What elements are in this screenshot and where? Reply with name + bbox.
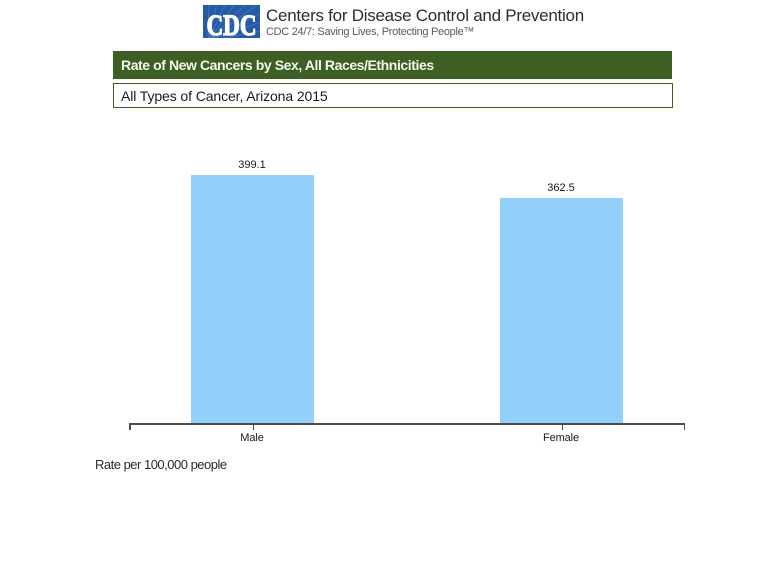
cdc-logo-text: CDC bbox=[207, 9, 257, 38]
bar-chart: 399.1 Male 362.5 Female bbox=[129, 143, 685, 444]
bar-group-male: 399.1 Male bbox=[190, 143, 314, 444]
chart-subtitle-box: All Types of Cancer, Arizona 2015 bbox=[113, 83, 673, 108]
bar-value-female: 362.5 bbox=[547, 181, 575, 194]
org-tagline: CDC 24/7: Saving Lives, Protecting Peopl… bbox=[266, 26, 475, 38]
chart-title-bar: Rate of New Cancers by Sex, All Races/Et… bbox=[113, 51, 672, 79]
bar-value-male: 399.1 bbox=[238, 158, 266, 171]
bar-group-female: 362.5 Female bbox=[499, 143, 623, 444]
bar-male bbox=[190, 174, 314, 425]
axis-unit-note: Rate per 100,000 people bbox=[95, 457, 227, 472]
x-axis-line bbox=[129, 423, 685, 425]
x-axis-tick-1 bbox=[252, 425, 254, 430]
bar-female bbox=[499, 197, 623, 425]
x-axis-tick-0 bbox=[129, 425, 131, 430]
chart-title: Rate of New Cancers by Sex, All Races/Et… bbox=[121, 57, 434, 73]
x-axis-tick-2 bbox=[561, 425, 563, 430]
chart-subtitle: All Types of Cancer, Arizona 2015 bbox=[121, 87, 328, 104]
x-axis-tick-3 bbox=[683, 425, 685, 430]
bar-label-female: Female bbox=[542, 432, 580, 444]
cdc-logo: CDC bbox=[203, 5, 260, 38]
org-name: Centers for Disease Control and Preventi… bbox=[266, 6, 584, 25]
bar-label-male: Male bbox=[240, 432, 264, 444]
